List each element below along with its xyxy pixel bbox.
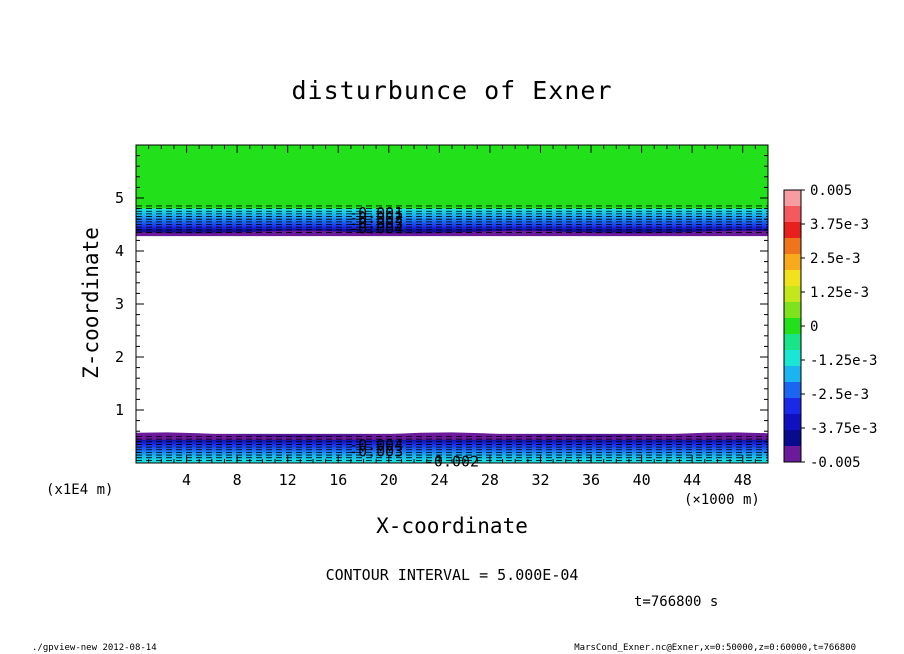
y-tick-label: 1	[115, 401, 124, 419]
colorbar: 0.005 3.75e-3 2.5e-3 1.25e-3 0 -1.25e-3 -2.5e-…	[783, 183, 877, 471]
footer-right: MarsCond_Exner.nc@Exner,x=0:50000,z=0:60…	[574, 643, 856, 653]
colorbar-segment	[784, 382, 801, 399]
colorbar-segment	[784, 206, 801, 223]
y-axis-label: Z-coordinate	[79, 227, 103, 379]
colorbar-segment	[784, 398, 801, 415]
x-axis-scale: (×1000 m)	[684, 492, 760, 508]
colorbar-segment	[784, 238, 801, 255]
contour-labels: -0.001-0.002-0.003-0.004-0.004-0.003-0.0…	[349, 204, 479, 471]
colorbar-segment	[784, 222, 801, 239]
x-tick-label: 44	[683, 471, 701, 489]
x-tick-label: 28	[481, 471, 499, 489]
contour-label: -0.001	[349, 204, 403, 222]
x-tick-label: 36	[582, 471, 600, 489]
colorbar-label: 1.25e-3	[810, 285, 869, 301]
x-tick-label: 32	[531, 471, 549, 489]
x-tick-label: 48	[734, 471, 752, 489]
x-tick-label: 16	[329, 471, 347, 489]
footer-left: ./gpview-new 2012-08-14	[32, 643, 157, 653]
band-top-green	[136, 145, 768, 209]
colorbar-segment	[784, 366, 801, 383]
colorbar-segment	[784, 190, 801, 207]
contour-label: -0.002	[349, 209, 403, 227]
colorbar-segment	[784, 318, 801, 335]
contour-label: -0.004	[349, 220, 403, 238]
x-tick-label: 4	[182, 471, 191, 489]
x-tick-label: 20	[380, 471, 398, 489]
colorbar-segment	[784, 334, 801, 351]
y-tick-label: 3	[115, 295, 124, 313]
colorbar-segment	[784, 254, 801, 271]
plot-area	[136, 145, 768, 463]
upper-edge	[136, 230, 768, 237]
y-tick-label: 5	[115, 189, 124, 207]
contour-label: -0.003	[349, 442, 403, 460]
colorbar-segment	[784, 350, 801, 367]
colorbar-label: -2.5e-3	[810, 387, 869, 403]
colorbar-label: -1.25e-3	[810, 353, 877, 369]
x-axis-label: X-coordinate	[376, 514, 528, 538]
colorbar-segment	[784, 286, 801, 303]
colorbar-label: -3.75e-3	[810, 421, 877, 437]
colorbar-segment	[784, 430, 801, 447]
contour-label: -0.003	[349, 214, 403, 232]
y-tick-label: 2	[115, 348, 124, 366]
y-axis-scale: (x1E4 m)	[46, 482, 114, 498]
colorbar-label: 0	[810, 319, 818, 335]
colorbar-segment	[784, 414, 801, 431]
y-axis-ticks: 1 2 3 4 5	[115, 155, 768, 453]
colorbar-label: 3.75e-3	[810, 217, 869, 233]
time-label: t=766800 s	[634, 594, 719, 610]
x-tick-label: 12	[279, 471, 297, 489]
contour-interval: CONTOUR INTERVAL = 5.000E-04	[325, 566, 579, 584]
x-tick-label: 24	[430, 471, 448, 489]
colorbar-label: 0.005	[810, 183, 852, 199]
colorbar-label: -0.005	[810, 455, 861, 471]
contour-lines	[136, 205, 768, 461]
colorbar-segment	[784, 270, 801, 287]
chart-title: disturbunce of Exner	[291, 76, 613, 105]
x-tick-label: 40	[633, 471, 651, 489]
x-axis-ticks: 4 8 12 16 20 24 28 32 36 40 44 48	[148, 145, 756, 489]
x-tick-label: 8	[233, 471, 242, 489]
colorbar-segment	[784, 302, 801, 319]
contour-label: -0.004	[349, 436, 403, 454]
colorbar-segment	[784, 446, 801, 463]
y-tick-label: 4	[115, 242, 124, 260]
colorbar-label: 2.5e-3	[810, 251, 861, 267]
